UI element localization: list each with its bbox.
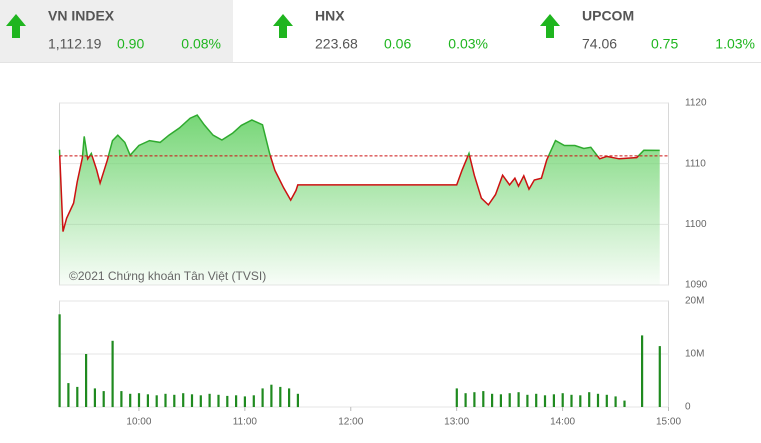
y-tick-label: 0 [685, 402, 691, 413]
volume-bar [605, 394, 608, 407]
volume-bar [296, 393, 299, 408]
volume-bar [279, 386, 282, 407]
up-arrow [273, 14, 293, 38]
index-change: 0.06 [384, 36, 411, 52]
copyright: ©2021 Chứng khoán Tân Việt (TVSI) [69, 269, 266, 283]
volume-bar [641, 335, 644, 407]
price-area [59, 115, 660, 285]
volume-bar [93, 388, 96, 407]
volume-bar [164, 393, 167, 408]
x-tick-label: 11:00 [233, 417, 258, 428]
x-tick-label: 15:00 [656, 417, 681, 428]
volume-bar [173, 394, 176, 407]
volume-bar [67, 383, 70, 407]
volume-bar [129, 393, 132, 408]
y-tick-label: 1120 [685, 98, 707, 109]
index-value: 74.06 [582, 36, 617, 52]
volume-bar [588, 392, 591, 407]
volume-bar [243, 396, 246, 407]
volume-bar [482, 391, 485, 407]
volume-bar [499, 394, 502, 407]
index-change-percent: 1.03% [715, 36, 755, 52]
volume-bar [137, 393, 141, 407]
volume-bar [561, 393, 564, 407]
y-tick-label: 1090 [685, 280, 708, 291]
index-change-percent: 0.08% [181, 36, 221, 52]
volume-bar [76, 386, 79, 407]
volume-bar [217, 394, 220, 407]
index-value: 1,112.19 [48, 36, 102, 52]
volume-bar [517, 392, 520, 407]
x-tick-label: 14:00 [550, 417, 575, 428]
index-change-percent: 0.03% [448, 36, 488, 52]
price-line [58, 114, 660, 232]
y-tick-label: 10M [685, 349, 704, 360]
index-change: 0.75 [651, 36, 678, 52]
index-change: 0.90 [117, 36, 144, 52]
volume-bar [535, 393, 538, 408]
volume-bar [270, 384, 273, 407]
volume-bar [111, 340, 114, 408]
y-tick-label: 20M [685, 296, 704, 307]
volume-bar [58, 314, 61, 408]
volume-bar [288, 388, 291, 407]
volume-bar [491, 393, 494, 408]
volume-bar [552, 394, 555, 407]
volume-bar [508, 393, 511, 407]
volume-bar [543, 395, 547, 407]
volume-bar [614, 396, 617, 407]
volume-bar [235, 395, 238, 407]
volume-bar [623, 400, 626, 407]
volume-bar [464, 393, 467, 407]
volume-bar [252, 395, 255, 407]
volume-bar [658, 346, 661, 407]
y-tick-label: 1110 [685, 158, 706, 169]
volume-bar [182, 393, 185, 407]
up-arrow [6, 14, 26, 38]
active-tab-bg [0, 0, 233, 62]
volume-bar [102, 391, 105, 407]
x-tick-label: 12:00 [338, 417, 363, 428]
volume-bar [261, 388, 264, 407]
y-tick-label: 1100 [685, 219, 707, 230]
index-value: 223.68 [315, 36, 358, 52]
index-name: UPCOM [582, 8, 634, 24]
volume-bar [226, 395, 229, 407]
volume-bar [199, 395, 202, 407]
index-name: VN INDEX [48, 8, 115, 24]
volume-bar [190, 394, 194, 407]
x-tick-label: 13:00 [444, 417, 469, 428]
volume-bar [155, 395, 158, 407]
volume-bar [208, 393, 211, 408]
volume-bar [455, 388, 458, 407]
volume-bar [579, 395, 582, 407]
volume-bar [120, 391, 123, 407]
index-name: HNX [315, 8, 345, 24]
volume-bar [526, 394, 529, 407]
volume-bar [596, 393, 600, 408]
volume-bar [473, 392, 476, 407]
x-tick-label: 10:00 [126, 417, 151, 428]
up-arrow [540, 14, 560, 38]
volume-bar [85, 354, 88, 407]
volume-bar [146, 394, 149, 407]
volume-bar [570, 394, 573, 407]
